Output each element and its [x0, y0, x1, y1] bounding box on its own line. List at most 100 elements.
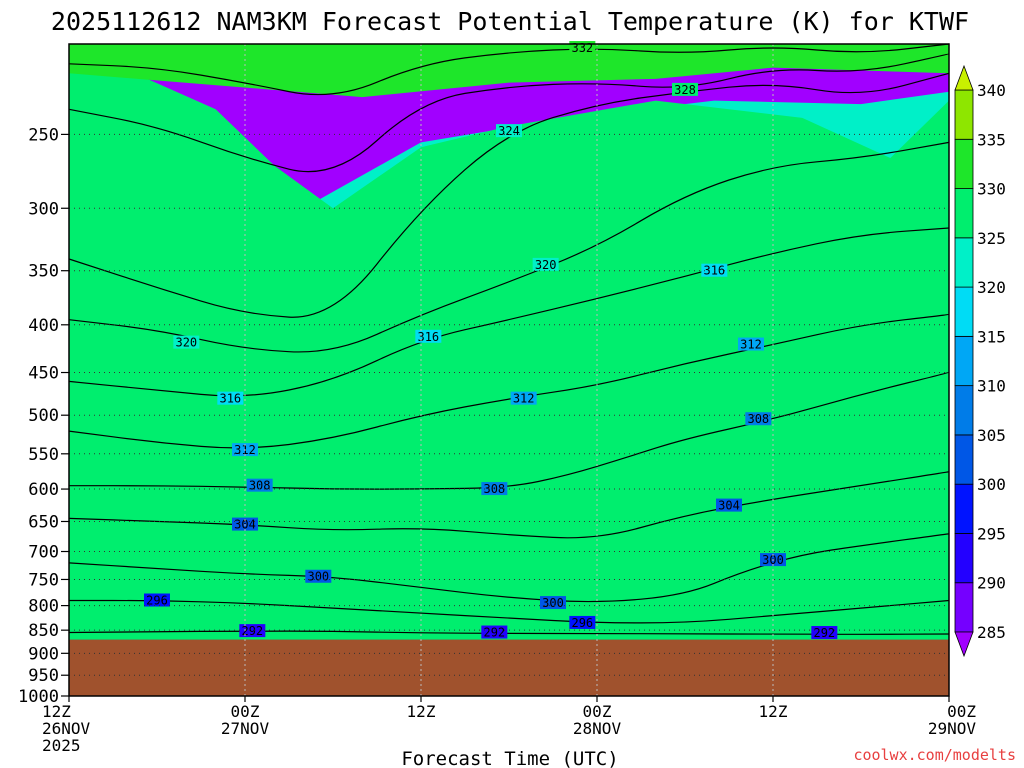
- y-tick-label: 800: [28, 597, 59, 617]
- y-tick-label: 250: [28, 125, 59, 145]
- colorbar-label: 325: [977, 229, 1006, 248]
- contour-label-bg: [173, 335, 200, 349]
- contour-label-292: 292: [813, 626, 835, 640]
- colorbar-segment: [954, 533, 974, 584]
- colorbar-segment: [954, 335, 974, 387]
- credit-link[interactable]: coolwx.com/modelts: [853, 746, 1016, 764]
- y-tick-label: 550: [28, 445, 59, 465]
- contour-label-292: 292: [483, 626, 505, 640]
- contour-label-328: 328: [674, 83, 696, 97]
- contour-label-300: 300: [307, 570, 329, 584]
- colorbar-label: 290: [977, 574, 1006, 593]
- chart-title: 2025112612 NAM3KM Forecast Potential Tem…: [51, 7, 969, 36]
- x-tick-label: 00Z: [947, 702, 976, 721]
- colorbar-label: 330: [977, 180, 1006, 199]
- contour-label-300: 300: [542, 596, 564, 610]
- contour-label-bg: [738, 337, 764, 351]
- y-axis-ticks: 250 300 350 400 450 500 550 600 650 700 750 800 850 9…: [18, 125, 69, 707]
- y-tick-label: 1000: [18, 687, 59, 707]
- contour-label-320: 320: [535, 258, 557, 272]
- colorbar-segment: [954, 483, 974, 534]
- y-tick-label: 500: [28, 406, 59, 426]
- colorbar-label: 310: [977, 377, 1006, 396]
- contour-label-bg: [510, 391, 537, 405]
- y-tick-label: 450: [28, 364, 59, 384]
- y-tick-label: 700: [28, 543, 59, 563]
- y-tick-label: 650: [28, 512, 59, 532]
- contour-label-320: 320: [175, 336, 197, 350]
- colorbar-label: 285: [977, 623, 1006, 642]
- y-tick-label: 850: [28, 621, 59, 641]
- below-ground-mask: [69, 639, 949, 696]
- colorbar-segment: [954, 188, 974, 239]
- x-tick-label: 12Z: [759, 702, 788, 721]
- contour-label-304: 304: [718, 499, 740, 513]
- colorbar: 285 290 295 300 305 310 315 320 325 330 335 340: [954, 64, 1006, 658]
- contour-label-312: 312: [740, 338, 762, 352]
- contour-label-296: 296: [146, 594, 168, 608]
- contour-label-bg: [239, 624, 266, 638]
- colorbar-label: 320: [977, 278, 1006, 297]
- fill-band-325: [69, 44, 949, 640]
- colorbar-label: 305: [977, 426, 1006, 445]
- y-tick-label: 300: [28, 199, 59, 219]
- colorbar-label: 300: [977, 475, 1006, 494]
- x-tick-label: 28NOV: [573, 719, 622, 738]
- contour-label-324: 324: [498, 124, 520, 138]
- contour-label-308: 308: [747, 412, 769, 426]
- contour-320: [68, 141, 950, 353]
- colorbar-label: 340: [977, 81, 1006, 100]
- y-tick-label: 950: [28, 666, 59, 686]
- colorbar-segment: [954, 582, 974, 633]
- x-tick-label: 12Z: [407, 702, 436, 721]
- x-tick-label: 12Z: [42, 702, 71, 721]
- colorbar-high-arrow: [954, 64, 974, 91]
- contour-label-bg: [246, 478, 273, 492]
- ground-fill: [69, 639, 949, 696]
- x-tick-label: 29NOV: [928, 719, 977, 738]
- contour-label-312: 312: [513, 392, 535, 406]
- contour-332: [68, 43, 950, 96]
- contour-316: [68, 227, 950, 397]
- plot-frame: [68, 43, 950, 697]
- contour-label-332: 332: [571, 41, 593, 55]
- y-tick-label: 350: [28, 262, 59, 282]
- contour-label-bg: [217, 391, 244, 405]
- contour-label-296: 296: [571, 616, 593, 630]
- colorbar-low-arrow: [954, 631, 974, 658]
- contour-label-bg: [496, 124, 522, 138]
- colorbar-segment: [954, 89, 974, 140]
- contour-label-bg: [716, 498, 742, 512]
- colorbar-label: 315: [977, 327, 1006, 346]
- y-tick-label: 400: [28, 316, 59, 336]
- plot-area: [69, 44, 949, 696]
- colorbar-label: 295: [977, 524, 1006, 543]
- contour-label-bg: [672, 82, 698, 96]
- contour-label-316: 316: [219, 392, 241, 406]
- colorbar-segment: [954, 286, 974, 337]
- colorbar-segment: [954, 138, 974, 189]
- x-tick-label: 27NOV: [221, 719, 270, 738]
- colorbar-segment: [954, 385, 974, 436]
- contour-328: [68, 53, 950, 173]
- contour-label-bg: [415, 329, 442, 343]
- contour-label-bg: [532, 257, 559, 271]
- x-tick-label: 00Z: [583, 702, 612, 721]
- x-axis-label: Forecast Time (UTC): [401, 748, 618, 768]
- contour-308: [69, 371, 950, 490]
- colorbar-segment: [954, 237, 974, 288]
- colorbar-segment: [954, 434, 974, 485]
- contour-324: [68, 72, 950, 318]
- x-tick-label: 2025: [42, 736, 81, 755]
- contour-label-316: 316: [417, 330, 439, 344]
- y-tick-label: 750: [28, 570, 59, 590]
- y-tick-label: 900: [28, 644, 59, 664]
- contour-304: [68, 471, 950, 539]
- x-tick-label: 26NOV: [42, 719, 91, 738]
- contour-label-292: 292: [241, 624, 263, 638]
- contour-label-bg: [144, 593, 170, 607]
- contour-label-bg: [569, 615, 596, 629]
- x-tick-label: 00Z: [231, 702, 260, 721]
